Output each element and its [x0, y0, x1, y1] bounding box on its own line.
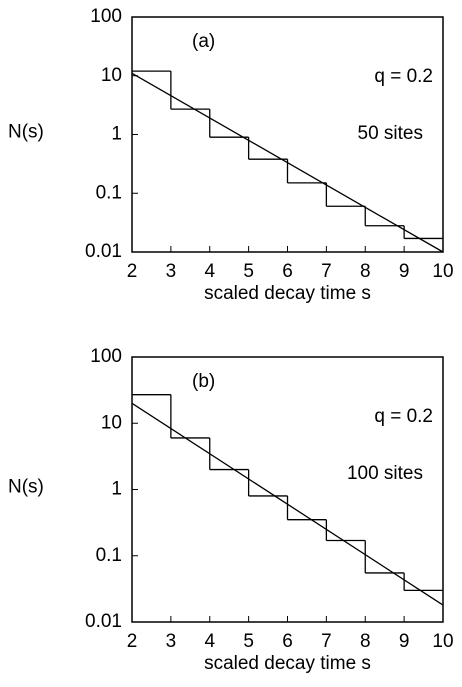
- x-axis-label: scaled decay time s: [204, 283, 371, 304]
- x-tick-label: 3: [166, 631, 177, 652]
- fit-line: [131, 72, 444, 253]
- plot-frame: [131, 356, 444, 623]
- sites-label: 50 sites: [358, 123, 423, 144]
- x-axis-label: scaled decay time s: [204, 653, 371, 674]
- y-tick-label: 10: [101, 65, 122, 86]
- panel-label: (b): [192, 371, 215, 392]
- parameter-label: q = 0.2: [374, 406, 433, 427]
- fit-line: [131, 402, 444, 606]
- x-tick-label: 9: [399, 631, 410, 652]
- x-tick-label: 4: [204, 631, 215, 652]
- y-axis-label: N(s): [8, 477, 44, 498]
- x-tick-label: 4: [204, 261, 215, 282]
- x-tick-label: 5: [243, 631, 254, 652]
- x-tick-label: 6: [282, 631, 293, 652]
- x-tick-label: 7: [321, 631, 332, 652]
- x-tick-label: 10: [432, 631, 453, 652]
- x-tick-label: 3: [166, 261, 177, 282]
- x-tick-label: 7: [321, 261, 332, 282]
- x-tick-label: 8: [360, 261, 371, 282]
- y-tick-label: 10: [101, 412, 122, 433]
- y-tick-label: 1: [111, 124, 122, 145]
- x-tick-label: 6: [282, 261, 293, 282]
- y-axis-label: N(s): [8, 122, 44, 143]
- x-tick-label: 2: [127, 261, 138, 282]
- y-tick-label: 0.01: [85, 241, 122, 262]
- x-tick-label: 9: [399, 261, 410, 282]
- x-tick-label: 2: [127, 631, 138, 652]
- x-tick-label: 8: [360, 631, 371, 652]
- parameter-label: q = 0.2: [374, 66, 433, 87]
- y-tick-label: 0.1: [96, 182, 122, 203]
- y-tick-label: 100: [90, 346, 122, 367]
- y-tick-label: 100: [90, 6, 122, 27]
- y-tick-label: 1: [111, 479, 122, 500]
- panel-label: (a): [192, 31, 215, 52]
- y-tick-label: 0.01: [85, 611, 122, 632]
- x-tick-label: 5: [243, 261, 254, 282]
- x-tick-label: 10: [432, 261, 453, 282]
- sites-label: 100 sites: [347, 463, 423, 484]
- y-tick-label: 0.1: [96, 545, 122, 566]
